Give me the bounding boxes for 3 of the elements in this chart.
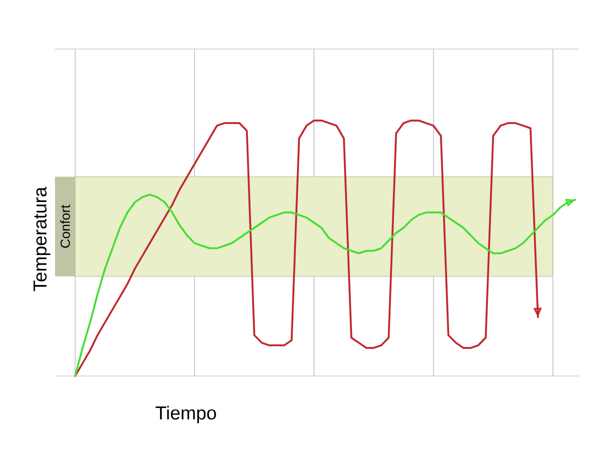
x-axis-title: Tiempo [156,406,216,424]
y-axis-title: Temperatura [34,186,50,292]
band-label: Confort [60,204,70,248]
